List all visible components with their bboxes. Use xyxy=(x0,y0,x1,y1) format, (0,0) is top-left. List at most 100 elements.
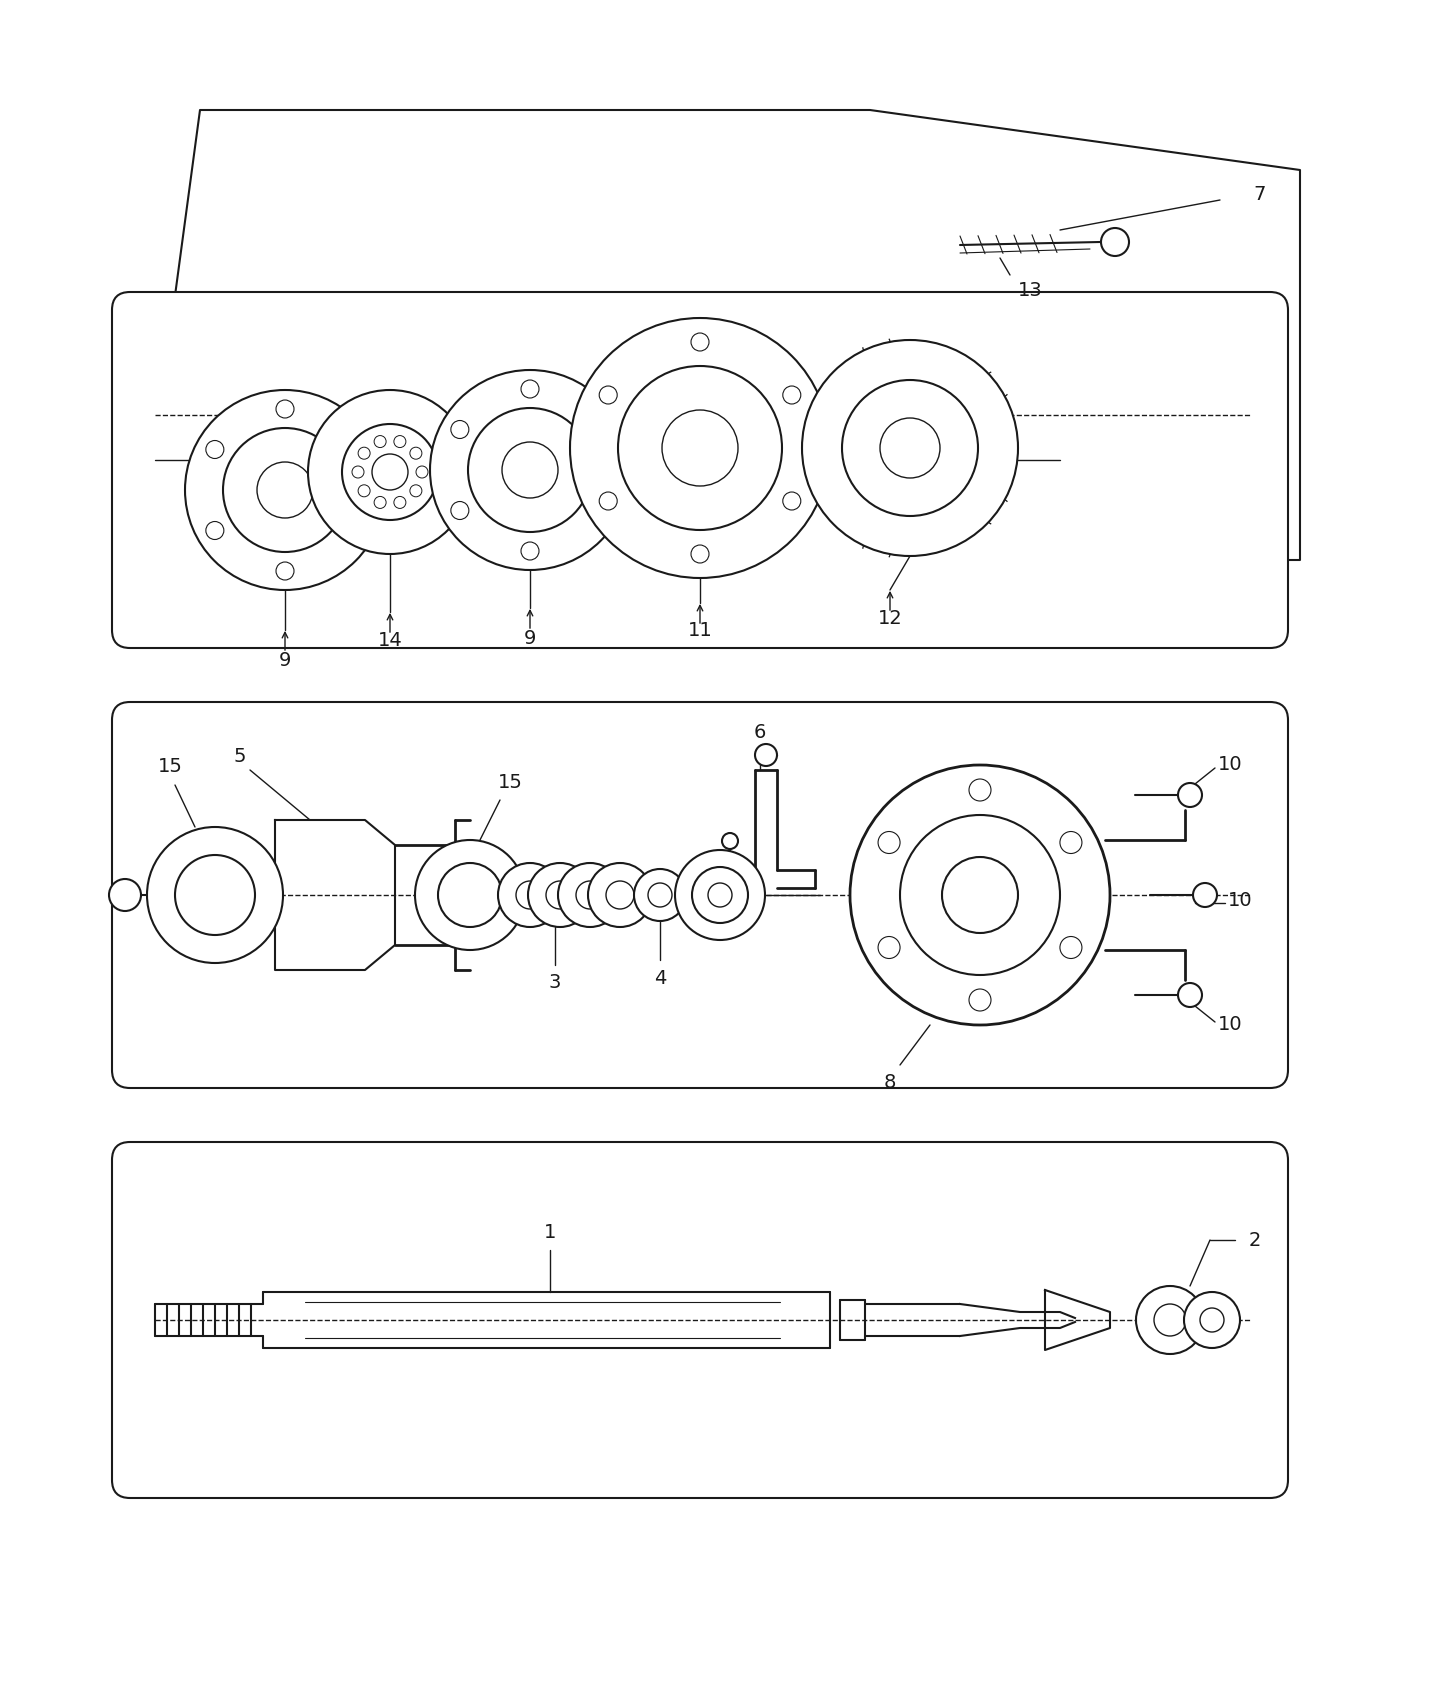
Circle shape xyxy=(783,387,801,404)
Text: 7: 7 xyxy=(1254,185,1266,205)
Circle shape xyxy=(1184,1292,1240,1348)
Circle shape xyxy=(942,856,1018,933)
Circle shape xyxy=(431,370,631,570)
Circle shape xyxy=(880,417,940,478)
Circle shape xyxy=(570,319,829,578)
Circle shape xyxy=(521,543,539,560)
Text: 5: 5 xyxy=(233,746,246,765)
Circle shape xyxy=(675,850,765,940)
Circle shape xyxy=(1192,884,1217,907)
Text: 6: 6 xyxy=(753,722,766,741)
Circle shape xyxy=(343,424,438,521)
Circle shape xyxy=(618,366,782,529)
Circle shape xyxy=(969,989,991,1011)
Circle shape xyxy=(691,544,708,563)
Circle shape xyxy=(592,421,609,439)
Circle shape xyxy=(395,497,406,509)
Circle shape xyxy=(346,441,364,458)
Circle shape xyxy=(648,884,672,907)
Circle shape xyxy=(359,485,370,497)
Text: 3: 3 xyxy=(549,974,562,992)
Circle shape xyxy=(900,816,1060,975)
Circle shape xyxy=(521,380,539,399)
Circle shape xyxy=(451,502,469,519)
Circle shape xyxy=(1102,227,1129,256)
Text: 14: 14 xyxy=(377,631,402,650)
Circle shape xyxy=(878,831,900,853)
Circle shape xyxy=(351,466,364,478)
Text: 9: 9 xyxy=(524,629,536,648)
Circle shape xyxy=(559,863,622,928)
Circle shape xyxy=(206,521,223,539)
Circle shape xyxy=(410,485,422,497)
Circle shape xyxy=(503,443,559,499)
Circle shape xyxy=(374,497,386,509)
Circle shape xyxy=(693,867,747,923)
Circle shape xyxy=(878,936,900,958)
Circle shape xyxy=(1200,1308,1224,1331)
Circle shape xyxy=(1153,1304,1187,1336)
Circle shape xyxy=(588,863,652,928)
Circle shape xyxy=(276,561,294,580)
Circle shape xyxy=(708,884,732,907)
Circle shape xyxy=(374,436,386,448)
Circle shape xyxy=(606,880,634,909)
Circle shape xyxy=(802,339,1018,556)
Circle shape xyxy=(109,879,141,911)
Circle shape xyxy=(721,833,739,850)
FancyBboxPatch shape xyxy=(112,1141,1287,1498)
Circle shape xyxy=(395,436,406,448)
Text: 10: 10 xyxy=(1218,1016,1243,1035)
Text: 15: 15 xyxy=(157,758,183,777)
Text: 10: 10 xyxy=(1218,755,1243,775)
Text: 8: 8 xyxy=(884,1074,896,1092)
Circle shape xyxy=(1178,784,1202,807)
Circle shape xyxy=(184,390,384,590)
Circle shape xyxy=(468,409,592,533)
Circle shape xyxy=(256,461,312,517)
Circle shape xyxy=(1060,831,1081,853)
Circle shape xyxy=(546,880,575,909)
Circle shape xyxy=(451,421,469,439)
Text: 10: 10 xyxy=(1228,890,1253,909)
Circle shape xyxy=(308,390,472,555)
Circle shape xyxy=(842,380,978,516)
Circle shape xyxy=(1178,984,1202,1007)
Circle shape xyxy=(416,466,428,478)
Text: 11: 11 xyxy=(688,621,713,639)
Circle shape xyxy=(1136,1286,1204,1353)
Circle shape xyxy=(410,448,422,460)
Text: 9: 9 xyxy=(279,651,291,670)
Circle shape xyxy=(662,410,739,487)
Text: 4: 4 xyxy=(654,968,667,987)
Text: 2: 2 xyxy=(1248,1231,1261,1250)
Circle shape xyxy=(223,427,347,551)
Text: 12: 12 xyxy=(877,609,903,628)
Circle shape xyxy=(438,863,503,928)
Text: 1: 1 xyxy=(544,1223,556,1241)
Circle shape xyxy=(528,863,592,928)
FancyBboxPatch shape xyxy=(112,702,1287,1089)
Circle shape xyxy=(576,880,603,909)
Circle shape xyxy=(147,828,284,963)
Text: 13: 13 xyxy=(1018,280,1043,300)
Circle shape xyxy=(206,441,223,458)
Circle shape xyxy=(850,765,1110,1024)
FancyBboxPatch shape xyxy=(112,292,1287,648)
Circle shape xyxy=(783,492,801,510)
Circle shape xyxy=(516,880,544,909)
Circle shape xyxy=(1060,936,1081,958)
Circle shape xyxy=(599,387,618,404)
Circle shape xyxy=(755,745,778,767)
Circle shape xyxy=(176,855,255,934)
Text: 15: 15 xyxy=(498,773,523,792)
Circle shape xyxy=(498,863,562,928)
Circle shape xyxy=(276,400,294,417)
Circle shape xyxy=(634,868,685,921)
Circle shape xyxy=(415,840,526,950)
Circle shape xyxy=(359,448,370,460)
Circle shape xyxy=(969,778,991,801)
Circle shape xyxy=(372,455,408,490)
Circle shape xyxy=(691,332,708,351)
Circle shape xyxy=(599,492,618,510)
